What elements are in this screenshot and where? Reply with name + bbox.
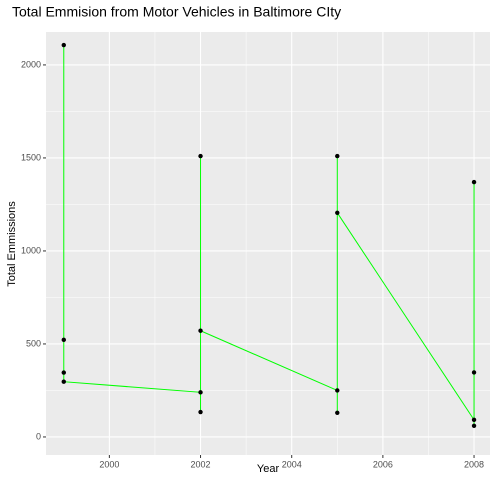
point bbox=[335, 388, 340, 393]
x-axis-label: Year bbox=[257, 463, 280, 475]
x-tick-label: 2004 bbox=[282, 459, 302, 469]
y-tick-label: 0 bbox=[36, 431, 41, 441]
point bbox=[335, 153, 340, 159]
y-tick-label: 1000 bbox=[21, 245, 41, 255]
point bbox=[335, 410, 340, 415]
y-tick-label: 2000 bbox=[21, 59, 41, 69]
x-tick-label: 2002 bbox=[191, 459, 211, 469]
y-axis-label: Total Emmissions bbox=[6, 201, 18, 287]
chart-title: Total Emmision from Motor Vehicles in Ba… bbox=[12, 4, 341, 20]
point bbox=[471, 423, 477, 428]
plot-background bbox=[46, 32, 490, 455]
line bbox=[63, 45, 475, 426]
point bbox=[198, 153, 203, 159]
point bbox=[61, 379, 66, 384]
point bbox=[471, 179, 477, 185]
point bbox=[471, 417, 477, 423]
point bbox=[61, 42, 66, 48]
point bbox=[471, 370, 477, 375]
point bbox=[198, 328, 203, 333]
point bbox=[61, 337, 66, 343]
x-tick-label: 2006 bbox=[373, 459, 393, 469]
y-tick-label: 1500 bbox=[21, 152, 41, 162]
x-tick-label: 2000 bbox=[99, 459, 119, 469]
point bbox=[335, 210, 340, 216]
y-tick-label: 500 bbox=[26, 338, 41, 348]
point bbox=[61, 370, 66, 375]
point bbox=[198, 390, 203, 395]
point bbox=[198, 409, 203, 415]
x-tick-label: 2008 bbox=[464, 459, 484, 469]
